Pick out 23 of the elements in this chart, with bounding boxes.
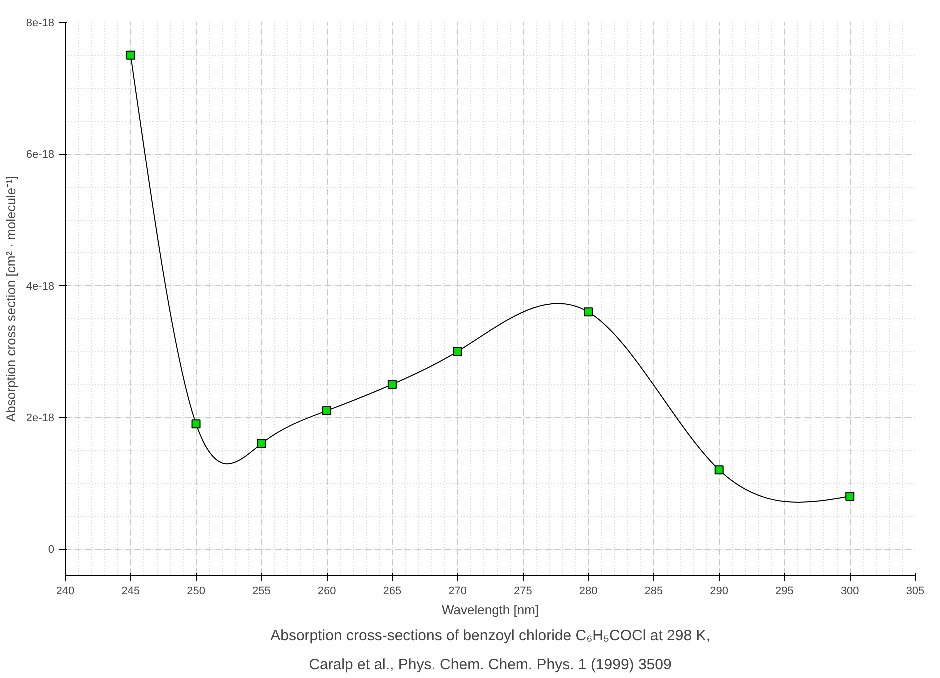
x-tick-label: 300 [840,586,860,598]
y-tick-label: 4e-18 [26,280,55,293]
x-tick-label: 295 [776,586,794,598]
y-tick-label: 0 [48,544,55,556]
text: Absorption cross-sections of benzoyl chloride C₆H₅COCl at 298 K, [270,628,710,644]
text: Caralp et al., Phys. Chem. Chem. Phys. 1 (1999) 3509 [309,656,672,674]
x-tick-label: 255 [252,586,271,598]
x-tick-label: 285 [644,586,664,598]
x-axis-title: Wavelength [nm] [442,602,540,618]
x-tick-label: 265 [383,586,402,598]
x-tick-label: 270 [448,586,467,598]
y-tick-label: 8e-18 [26,18,55,30]
x-tick-label: 305 [906,586,925,598]
x-tick-label: 250 [187,586,206,598]
y-axis-title: Absorption cross section [cm² · molecule⁻¹] [3,176,18,422]
y-tick-label: 2e-18 [26,412,55,424]
x-tick-label: 245 [122,586,140,598]
x-tick-label: 240 [56,586,75,598]
x-tick-label: 260 [318,586,336,598]
x-tick-label: 280 [579,586,598,598]
x-tick-label: 275 [514,586,532,598]
x-tick-label: 290 [710,586,729,598]
y-tick-label: 6e-18 [26,149,55,162]
